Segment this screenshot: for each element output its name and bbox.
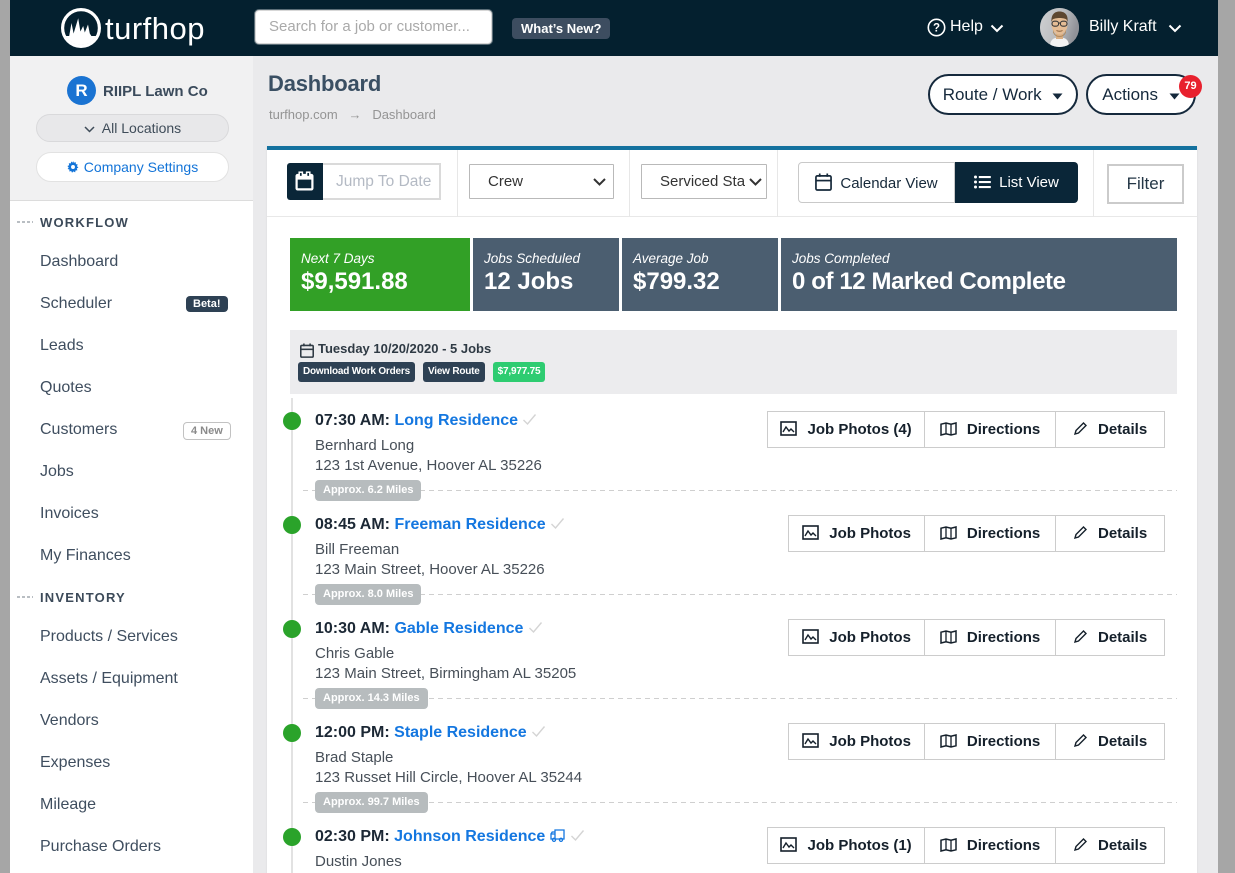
svg-text:?: ?: [933, 23, 940, 35]
